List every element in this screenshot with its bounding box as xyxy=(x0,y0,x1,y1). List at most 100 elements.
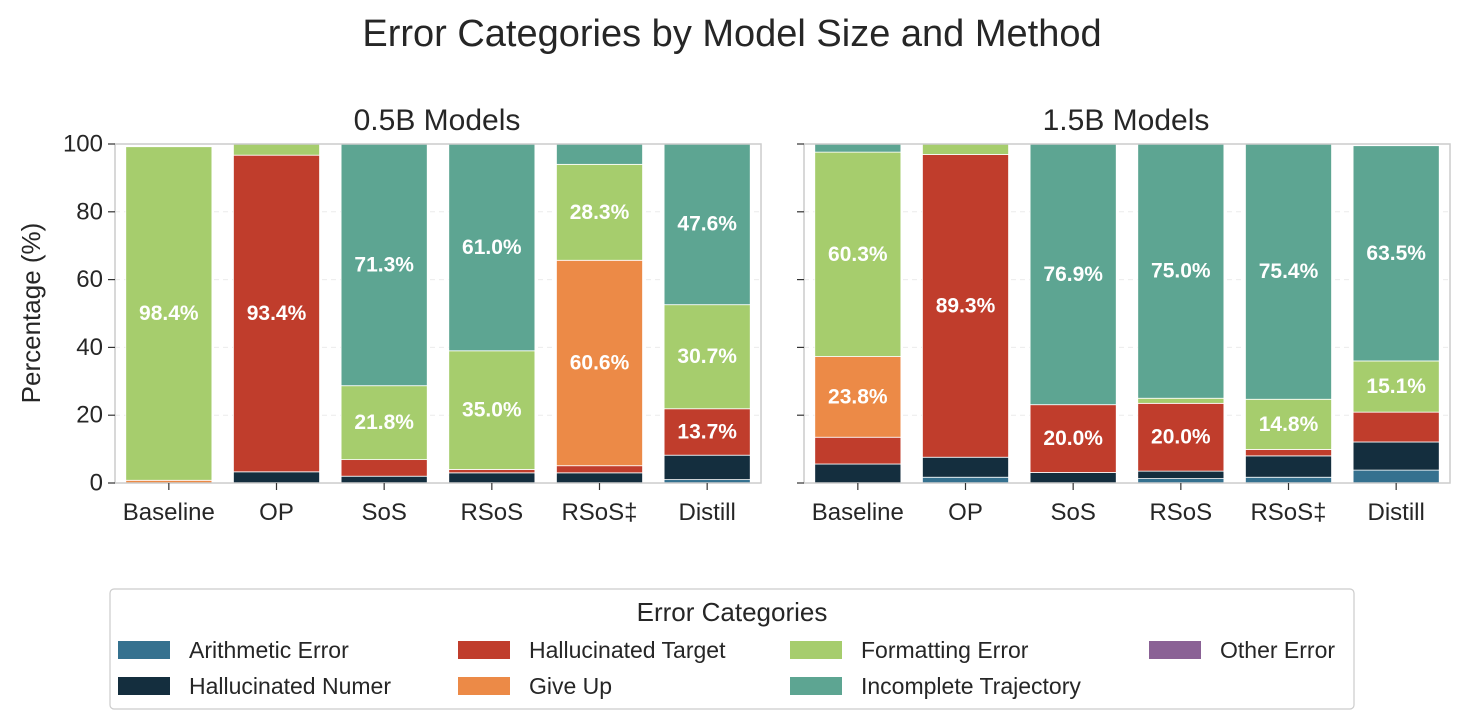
bar-rsos-dagger-give-up xyxy=(556,259,643,467)
figure-title: Error Categories by Model Size and Metho… xyxy=(362,13,1101,55)
bar-distill-hallucinated-target xyxy=(663,408,751,456)
bar-baseline-formatting-error xyxy=(814,151,902,357)
data-label-op-hallucinated-target: 93.4% xyxy=(247,302,307,325)
bar-sos-hallucinated-numer xyxy=(1029,472,1117,484)
data-label-baseline-formatting-error: 60.3% xyxy=(828,243,888,266)
legend-label-other-error: Other Error xyxy=(1220,637,1335,663)
bar-distill-hallucinated-numer xyxy=(1352,441,1440,471)
x-tick-label-sos: SoS xyxy=(1050,499,1095,526)
data-label-sos-hallucinated-target: 20.0% xyxy=(1043,427,1103,450)
bar-op-formatting-error xyxy=(233,143,320,156)
x-tick-label-baseline: Baseline xyxy=(123,499,215,526)
bar-rsos-hallucinated-target xyxy=(448,469,536,474)
bar-op-hallucinated-numer xyxy=(922,456,1009,478)
data-label-rsos-dagger-give-up: 60.6% xyxy=(570,351,630,374)
x-tick-label-op: OP xyxy=(948,499,983,526)
data-label-sos-formatting-error: 21.8% xyxy=(354,411,414,434)
bar-rsos-dagger-hallucinated-numer xyxy=(1245,455,1332,478)
bar-rsos-dagger-arithmetic-error xyxy=(1245,476,1332,484)
data-label-op-hallucinated-target: 89.3% xyxy=(936,294,996,317)
bar-rsos-hallucinated-numer xyxy=(448,472,536,484)
data-label-baseline-formatting-error: 98.4% xyxy=(139,302,199,325)
legend-label-formatting-error: Formatting Error xyxy=(861,637,1029,663)
legend-frame xyxy=(109,588,1355,710)
bar-op-hallucinated-target xyxy=(922,154,1009,458)
bar-rsos-dagger-formatting-error xyxy=(1245,398,1332,450)
bar-op-arithmetic-error xyxy=(922,476,1009,484)
data-label-rsos-dagger-incomplete-trajectory: 75.4% xyxy=(1259,260,1319,283)
panel-1-5b-models: 1.5B Models 23.8% 60.3% 89.3% 20.0% 76.9% 20.… xyxy=(797,104,1451,526)
bar-op-hallucinated-numer xyxy=(233,471,320,484)
legend: Error Categories Arithmetic Error Halluci… xyxy=(109,588,1355,710)
legend-label-arithmetic-error: Arithmetic Error xyxy=(189,637,349,663)
y-tick-label-60: 60 xyxy=(76,266,103,293)
bar-sos-hallucinated-numer xyxy=(340,475,428,484)
data-label-distill-hallucinated-target: 13.7% xyxy=(677,420,737,443)
axes-frame-0-5b xyxy=(114,143,762,484)
x-tick-label-sos: SoS xyxy=(361,499,406,526)
x-tick-label-baseline: Baseline xyxy=(812,499,904,526)
bar-distill-formatting-error xyxy=(663,304,751,410)
bar-sos-hallucinated-target xyxy=(1029,404,1117,473)
bar-op-hallucinated-target xyxy=(233,154,320,473)
bar-sos-formatting-error xyxy=(340,385,428,461)
y-tick-label-40: 40 xyxy=(76,334,103,361)
legend-swatch-other-error xyxy=(1149,641,1201,659)
legend-title: Error Categories xyxy=(637,597,828,627)
data-label-distill-incomplete-trajectory: 47.6% xyxy=(677,213,737,236)
bar-distill-incomplete-trajectory xyxy=(1352,145,1440,362)
x-tick-label-rsos-dagger: RSoS‡ xyxy=(1250,499,1326,526)
bar-distill-formatting-error xyxy=(1352,360,1440,413)
y-tick-label-100: 100 xyxy=(63,131,103,158)
bar-rsos-dagger-hallucinated-target xyxy=(556,465,643,474)
data-label-rsos-formatting-error: 35.0% xyxy=(462,399,522,422)
x-tick-label-rsos: RSoS xyxy=(1149,499,1212,526)
axes-frame-1-5b xyxy=(803,143,1451,484)
bar-baseline-formatting-error xyxy=(125,146,213,481)
data-label-rsos-dagger-formatting-error: 14.8% xyxy=(1259,413,1319,436)
legend-swatch-give-up xyxy=(458,677,510,695)
data-label-sos-incomplete-trajectory: 76.9% xyxy=(1043,263,1103,286)
legend-swatch-incomplete-trajectory xyxy=(790,677,842,695)
bar-rsos-dagger-incomplete-trajectory xyxy=(1245,143,1332,400)
bar-baseline-incomplete-trajectory xyxy=(814,143,902,153)
legend-label-hallucinated-target: Hallucinated Target xyxy=(529,637,726,663)
legend-swatch-arithmetic-error xyxy=(118,641,170,659)
panel-title-0-5b: 0.5B Models xyxy=(354,104,521,137)
bar-rsos-formatting-error xyxy=(1137,397,1225,404)
bar-sos-incomplete-trajectory xyxy=(340,143,428,387)
data-label-rsos-incomplete-trajectory: 61.0% xyxy=(462,236,522,259)
x-tick-label-op: OP xyxy=(259,499,294,526)
x-tick-label-rsos-dagger: RSoS‡ xyxy=(561,499,637,526)
legend-label-incomplete-trajectory: Incomplete Trajectory xyxy=(861,673,1081,699)
legend-label-give-up: Give Up xyxy=(529,673,612,699)
data-label-distill-formatting-error: 30.7% xyxy=(677,345,737,368)
bar-rsos-hallucinated-numer xyxy=(1137,470,1225,479)
legend-swatch-formatting-error xyxy=(790,641,842,659)
data-label-rsos-incomplete-trajectory: 75.0% xyxy=(1151,260,1211,283)
bar-rsos-dagger-hallucinated-numer xyxy=(556,472,643,484)
bar-distill-arithmetic-error xyxy=(1352,469,1440,484)
y-axis-label: Percentage (%) xyxy=(16,223,46,404)
data-label-distill-formatting-error: 15.1% xyxy=(1366,375,1426,398)
bar-rsos-dagger-incomplete-trajectory xyxy=(556,143,643,165)
legend-swatch-hallucinated-numer xyxy=(118,677,170,695)
x-tick-label-distill: Distill xyxy=(679,499,736,526)
data-label-distill-incomplete-trajectory: 63.5% xyxy=(1366,242,1426,265)
legend-swatch-hallucinated-target xyxy=(458,641,510,659)
bar-sos-incomplete-trajectory xyxy=(1029,143,1117,406)
bar-rsos-hallucinated-target xyxy=(1137,402,1225,472)
data-label-rsos-dagger-formatting-error: 28.3% xyxy=(570,201,630,224)
y-tick-label-0: 0 xyxy=(90,470,103,497)
bar-baseline-hallucinated-numer xyxy=(814,463,902,484)
bar-sos-hallucinated-target xyxy=(340,459,428,477)
data-label-baseline-give-up: 23.8% xyxy=(828,385,888,408)
bar-rsos-dagger-hallucinated-target xyxy=(1245,449,1332,457)
panel-0-5b-models: 0.5B Models 98.4% 93.4% 21.8% 71.3% 35.0% 61.… xyxy=(63,104,762,526)
panel-title-1-5b: 1.5B Models xyxy=(1043,104,1210,137)
bar-distill-hallucinated-numer xyxy=(663,454,751,481)
x-tick-label-distill: Distill xyxy=(1368,499,1425,526)
bar-rsos-incomplete-trajectory xyxy=(448,143,536,352)
x-tick-label-rsos: RSoS xyxy=(460,499,523,526)
